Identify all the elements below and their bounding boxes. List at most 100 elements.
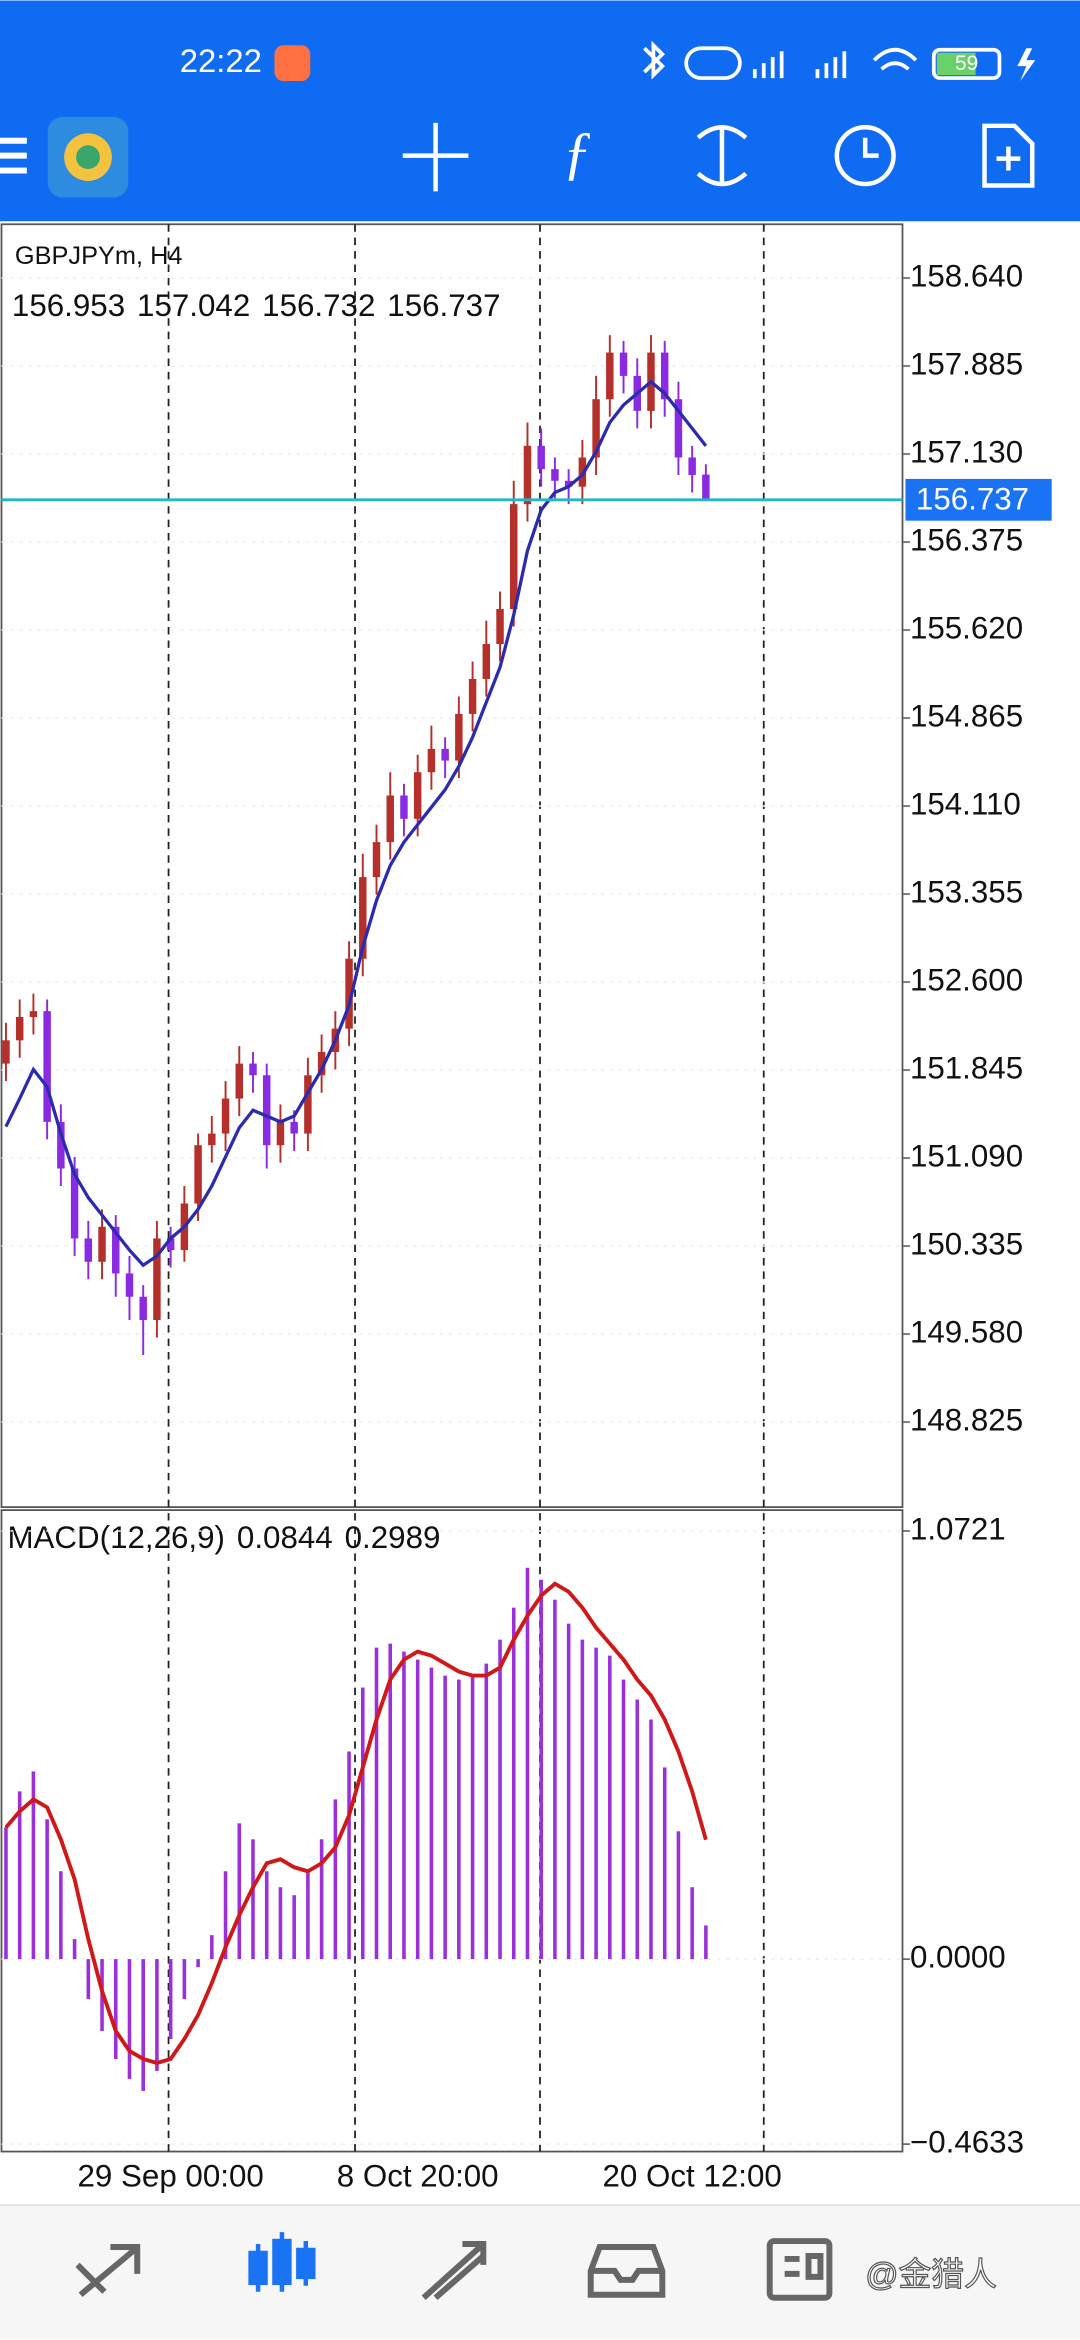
candle-body xyxy=(249,1063,257,1076)
macd-bar xyxy=(127,1959,132,2079)
new-order-button[interactable] xyxy=(982,123,1035,188)
macd-bar xyxy=(566,1623,571,1960)
macd-bar xyxy=(113,1959,118,2059)
y-tick-label: −0.4633 xyxy=(910,2124,1024,2159)
candle-body xyxy=(29,1011,38,1017)
candle-body xyxy=(166,1238,175,1251)
y-tick-label: 151.090 xyxy=(910,1138,1023,1173)
macd-bar xyxy=(182,1959,187,2000)
chart-tab[interactable] xyxy=(248,2232,316,2292)
notification-icon xyxy=(274,45,311,82)
news-tab[interactable] xyxy=(766,2238,833,2301)
macd-bar xyxy=(676,1831,681,1960)
macd-bar xyxy=(86,1959,91,2000)
candle-body xyxy=(98,1226,106,1262)
trade-button[interactable] xyxy=(696,125,748,187)
macd-bar xyxy=(264,1871,269,1960)
macd-bar xyxy=(155,1959,159,2071)
candle-body xyxy=(372,842,381,878)
macd-bar xyxy=(649,1719,653,1960)
macd-bar xyxy=(141,1959,145,2091)
y-tick-label: 1.0721 xyxy=(910,1511,1006,1546)
candle-body xyxy=(15,1016,24,1041)
candle-body xyxy=(619,352,628,376)
macd-bar xyxy=(511,1607,516,1960)
y-tick-label: 157.130 xyxy=(910,434,1023,469)
candle-body xyxy=(235,1063,243,1099)
y-tick-label: 0.0000 xyxy=(910,1939,1006,1974)
history-tab[interactable] xyxy=(587,2244,666,2298)
candle-body xyxy=(413,772,422,819)
x-tick-label: 8 Oct 20:00 xyxy=(337,2159,499,2194)
trade-tab[interactable] xyxy=(421,2241,487,2300)
crosshair-button[interactable] xyxy=(402,122,469,192)
indicators-button[interactable]: ƒ xyxy=(562,119,592,185)
y-tick-label: 157.885 xyxy=(910,346,1023,381)
macd-bar xyxy=(621,1679,626,1960)
macd-bar xyxy=(553,1599,557,1960)
menu-button[interactable] xyxy=(0,137,27,174)
candle-body xyxy=(523,445,532,505)
candle-body xyxy=(290,1121,298,1134)
y-tick-label: 153.355 xyxy=(910,874,1023,909)
candle-body xyxy=(84,1238,93,1262)
candle-body xyxy=(153,1238,161,1321)
candle-body xyxy=(674,399,683,458)
ohlc-header: 156.953 157.042 156.732 156.737 xyxy=(12,288,501,323)
macd-bar xyxy=(525,1567,530,1960)
macd-header: MACD(12,26,9) 0.0844 0.2989 xyxy=(7,1520,440,1555)
y-tick-label: 152.600 xyxy=(910,962,1023,997)
candle-body xyxy=(427,748,436,773)
macd-bar xyxy=(292,1895,296,1960)
macd-bar xyxy=(223,1871,228,1960)
battery-text: 59 xyxy=(955,52,978,75)
high-value: 157.042 xyxy=(137,288,250,323)
y-tick-label: 150.335 xyxy=(910,1226,1023,1261)
macd-bar xyxy=(278,1887,283,1960)
y-tick-label: 154.865 xyxy=(910,698,1023,733)
macd-bar xyxy=(635,1699,640,1960)
candle-body xyxy=(221,1098,230,1134)
macd-bar xyxy=(580,1639,585,1960)
quotes-tab[interactable] xyxy=(75,2244,141,2298)
close-value: 156.737 xyxy=(387,288,500,323)
macd-bar xyxy=(237,1823,242,1960)
macd-bar xyxy=(429,1667,434,1960)
app-logo[interactable] xyxy=(47,116,129,198)
symbol-title: GBPJPYm, H4 xyxy=(15,242,183,270)
candle-body xyxy=(57,1121,65,1169)
candle-body xyxy=(112,1226,120,1274)
macd-bar xyxy=(690,1887,694,1960)
candle-body xyxy=(660,352,669,400)
macd-bar xyxy=(594,1647,598,1960)
candle-body xyxy=(194,1145,202,1204)
timeframe-button[interactable] xyxy=(834,125,896,187)
candle-body xyxy=(468,678,477,714)
macd-bar xyxy=(539,1579,543,1960)
macd-title: MACD(12,26,9) xyxy=(7,1520,225,1555)
battery-level xyxy=(936,52,976,76)
y-tick-label: 151.845 xyxy=(910,1050,1023,1085)
macd-bar xyxy=(196,1959,200,1968)
chart-layer: 158.640 157.885 157.130 156.375 155.620 154.8… xyxy=(1,258,1052,2194)
candle-body xyxy=(139,1296,147,1321)
candle-body xyxy=(345,958,353,1029)
candle-body xyxy=(208,1133,216,1146)
moving-average xyxy=(4,379,708,1268)
macd-bar xyxy=(360,1687,365,1960)
candle-body xyxy=(441,748,449,761)
macd-bar xyxy=(168,1959,173,2039)
macd-bar xyxy=(374,1647,379,1960)
macd-bar xyxy=(306,1871,310,1960)
y-tick-label: 155.620 xyxy=(910,610,1023,645)
signal-line xyxy=(4,1581,708,2065)
candle-body xyxy=(317,1051,326,1076)
candle-body xyxy=(386,795,394,843)
macd-bar xyxy=(443,1675,447,1960)
macd-bar xyxy=(415,1659,420,1960)
y-tick-label: 156.375 xyxy=(910,522,1023,557)
candle-body xyxy=(304,1075,312,1134)
macd-bar xyxy=(457,1679,461,1960)
candle-body xyxy=(455,713,463,761)
candle-body xyxy=(125,1273,134,1297)
